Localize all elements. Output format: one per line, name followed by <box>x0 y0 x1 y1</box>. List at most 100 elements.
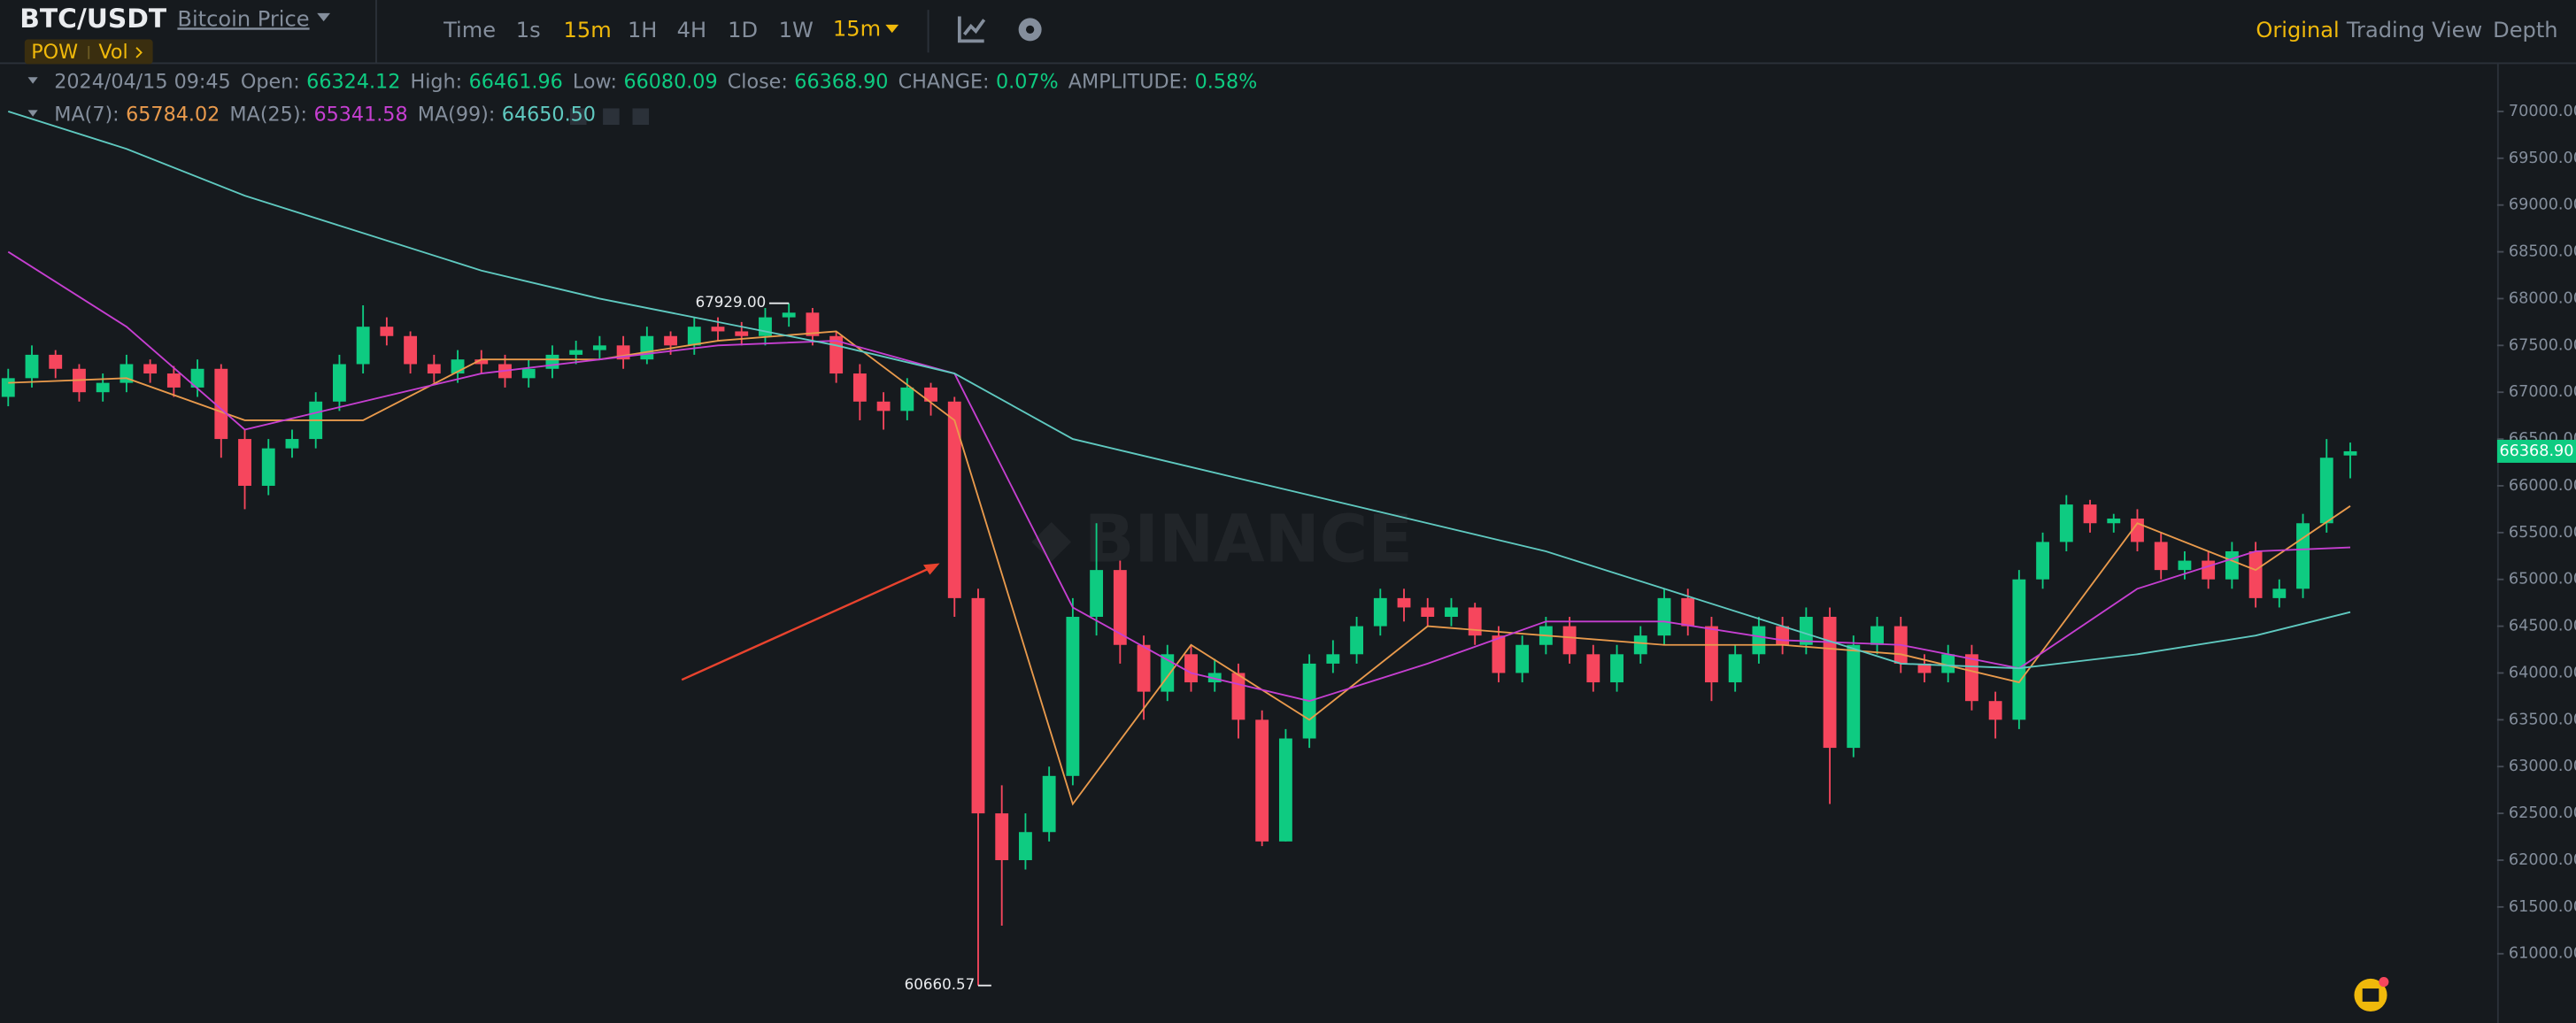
candle-body <box>1870 626 1884 645</box>
interval-tab[interactable]: 1W <box>779 18 814 42</box>
candle-body <box>759 317 772 336</box>
ma-legend-name: MA(7): <box>54 103 119 126</box>
candle-body <box>1397 597 1411 608</box>
indicator-icon[interactable] <box>957 16 986 43</box>
candle-body <box>1752 626 1766 655</box>
view-tab[interactable]: Original <box>2256 18 2339 42</box>
notification-icon[interactable] <box>2354 977 2389 1012</box>
amplitude-label: AMPLITUDE: <box>1068 70 1188 93</box>
interval-tab[interactable]: 1H <box>628 18 657 42</box>
candle-body <box>2154 542 2168 571</box>
candle-body <box>971 597 985 814</box>
candle-body <box>1964 654 1978 702</box>
close-value: 66368.90 <box>794 70 888 93</box>
interval-tab[interactable]: Time <box>443 18 496 42</box>
candle-body <box>285 439 299 449</box>
candle-body <box>1184 654 1198 683</box>
candle-body <box>2036 542 2050 580</box>
candle-body <box>1988 701 2002 720</box>
interval-tab[interactable]: 1s <box>516 18 541 42</box>
change-value: 0.07% <box>996 70 1059 93</box>
interval-tab[interactable]: 15m <box>564 18 612 42</box>
candle-body <box>1207 673 1222 683</box>
amplitude-value: 0.58% <box>1195 70 1258 93</box>
candle-body <box>2012 579 2026 720</box>
candle-body <box>1705 626 1718 683</box>
candle-body <box>2319 458 2333 524</box>
candle-body <box>2343 450 2357 456</box>
candle-body <box>924 387 937 402</box>
candle-body <box>2083 504 2097 524</box>
candle-date: 2024/04/15 09:45 <box>54 70 230 93</box>
candle-body <box>2248 550 2263 598</box>
low-label: 60660.57 <box>905 975 976 993</box>
candle-body <box>1681 597 1695 627</box>
candle-body <box>1 378 15 397</box>
last-price-label: 66368.90 <box>2499 442 2573 460</box>
candle-body <box>1847 644 1861 749</box>
high-label: 67929.00 <box>696 293 767 311</box>
interval-tab[interactable]: 1D <box>728 18 758 42</box>
interval-dropdown[interactable]: 15m <box>833 16 881 41</box>
candle-body <box>1823 617 1837 749</box>
candle-body <box>782 312 796 318</box>
moving-average-line <box>7 111 2351 670</box>
high-label: High: <box>411 70 463 93</box>
dropdown-caret[interactable] <box>317 12 331 22</box>
candle-body <box>166 373 181 388</box>
candle-body <box>664 335 677 346</box>
y-tick-label: 65500.00 <box>2509 524 2576 542</box>
tag: Vol <box>98 41 127 64</box>
settings-icon[interactable] <box>1018 18 1042 42</box>
candle-body <box>1657 597 1671 636</box>
y-tick-label: 64000.00 <box>2509 664 2576 681</box>
moving-average-line <box>7 250 2351 703</box>
y-tick-label: 62000.00 <box>2509 851 2576 869</box>
tag-chevron <box>135 47 143 58</box>
y-tick-label: 67000.00 <box>2509 383 2576 401</box>
change-label: CHANGE: <box>899 70 990 93</box>
y-tick-label: 69500.00 <box>2509 150 2576 167</box>
candle-body <box>995 813 1009 860</box>
ma-close-icon[interactable] <box>632 108 650 126</box>
view-tab[interactable]: Trading View <box>2346 18 2482 42</box>
interval-caret[interactable] <box>885 24 899 34</box>
candle-body <box>569 350 583 355</box>
ma-legend-value: 65784.02 <box>126 103 220 126</box>
view-tab[interactable]: Depth <box>2493 18 2557 42</box>
ma-legend-value: 65341.58 <box>313 103 407 126</box>
candle-body <box>404 335 418 365</box>
candle-body <box>2272 588 2287 598</box>
candle-body <box>1799 617 1813 645</box>
candle-body <box>214 368 228 440</box>
candle-body <box>1516 644 1530 673</box>
ma-legend-value: 64650.50 <box>502 103 596 126</box>
candle-body <box>1019 832 1032 860</box>
y-tick-label: 61000.00 <box>2509 945 2576 963</box>
candle-body <box>427 364 441 374</box>
watermark: BINANCE <box>1084 501 1413 578</box>
symbol-name[interactable]: Bitcoin Price <box>177 6 309 31</box>
low-label: Low: <box>573 70 617 93</box>
candle-body <box>1562 626 1577 655</box>
collapse-caret[interactable] <box>27 110 38 117</box>
y-tick-label: 66000.00 <box>2509 477 2576 495</box>
candle-body <box>1113 570 1127 645</box>
ma-settings-icon[interactable] <box>603 108 620 126</box>
candle-body <box>1255 719 1269 842</box>
collapse-caret[interactable] <box>27 77 38 84</box>
candle-body <box>25 354 39 379</box>
interval-tab[interactable]: 4H <box>677 18 706 42</box>
candle-body <box>2225 550 2239 580</box>
candle-body <box>900 387 914 412</box>
candle-body <box>238 439 251 486</box>
y-tick-label: 65000.00 <box>2509 571 2576 588</box>
ma-visibility-icon[interactable] <box>569 108 587 126</box>
last-price-tag <box>2496 439 2576 463</box>
candle-body <box>1445 607 1458 618</box>
y-tick-label: 62500.00 <box>2509 804 2576 822</box>
y-tick-label: 61500.00 <box>2509 898 2576 916</box>
candle-body <box>2059 504 2073 542</box>
